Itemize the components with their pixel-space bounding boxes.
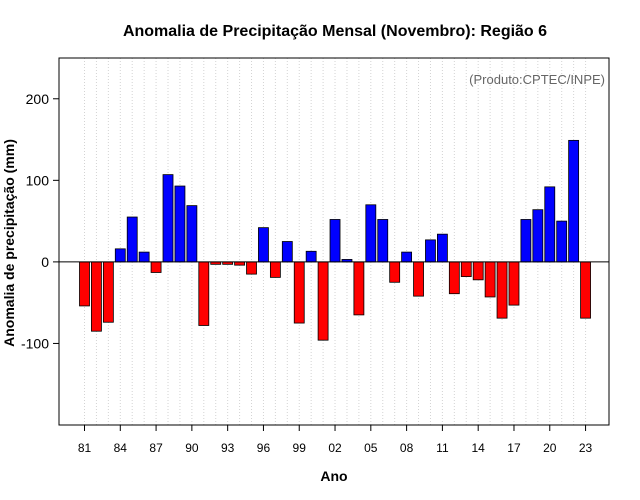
bar-07: [390, 262, 400, 282]
bar-95: [247, 262, 257, 274]
bar-22: [569, 140, 579, 262]
bar-96: [258, 228, 268, 262]
x-tick-label-23: 23: [579, 441, 593, 455]
x-tick-label-93: 93: [221, 441, 235, 455]
bar-12: [449, 262, 459, 294]
y-axis: -100 0 100 200: [21, 91, 59, 352]
x-axis-label: Ano: [320, 468, 347, 484]
x-tick-label-99: 99: [293, 441, 307, 455]
x-tick-label-14: 14: [472, 441, 486, 455]
bar-01: [318, 262, 328, 340]
bar-19: [533, 210, 543, 262]
bar-10: [425, 240, 435, 262]
x-tick-label-17: 17: [507, 441, 521, 455]
bar-99: [294, 262, 304, 323]
bar-11: [437, 234, 447, 262]
bar-06: [378, 219, 388, 261]
x-tick-label-96: 96: [257, 441, 271, 455]
chart-title: Anomalia de Precipitação Mensal (Novembr…: [123, 23, 547, 40]
bar-87: [151, 262, 161, 273]
bar-85: [127, 217, 137, 262]
bar-05: [366, 205, 376, 262]
x-tick-label-20: 20: [543, 441, 557, 455]
bar-89: [175, 186, 185, 262]
product-credit: (Produto:CPTEC/INPE): [469, 72, 605, 87]
bar-21: [557, 221, 567, 262]
bar-82: [91, 262, 101, 331]
x-tick-label-08: 08: [400, 441, 414, 455]
bar-23: [581, 262, 591, 318]
bar-81: [80, 262, 90, 306]
bar-14: [473, 262, 483, 280]
bar-97: [270, 262, 280, 278]
bar-91: [199, 262, 209, 326]
bar-84: [115, 249, 125, 262]
bar-18: [521, 219, 531, 261]
x-tick-label-02: 02: [328, 441, 342, 455]
bar-16: [497, 262, 507, 318]
x-tick-label-81: 81: [78, 441, 92, 455]
bar-15: [485, 262, 495, 297]
bar-20: [545, 187, 555, 262]
y-tick-label-0: 0: [41, 254, 49, 270]
y-tick-label-100: 100: [26, 172, 50, 188]
x-axis: 81 84 87 90 93 96 99 02 05 08 11 14 17 20 23: [78, 425, 593, 455]
bar-90: [187, 206, 197, 262]
x-tick-label-90: 90: [185, 441, 199, 455]
x-tick-label-05: 05: [364, 441, 378, 455]
bar-86: [139, 252, 149, 262]
x-tick-label-87: 87: [149, 441, 163, 455]
bar-09: [414, 262, 424, 296]
bar-08: [402, 252, 412, 262]
anomaly-bar-chart: -100 0 100 200 81 84 87 90 93 96 99 02 05 08 11 14 17 20…: [0, 0, 640, 500]
bar-83: [103, 262, 113, 322]
x-tick-label-11: 11: [436, 441, 449, 455]
bar-98: [282, 242, 292, 262]
bar-04: [354, 262, 364, 315]
bar-13: [461, 262, 471, 277]
bar-02: [330, 219, 340, 261]
y-tick-label-200: 200: [26, 91, 50, 107]
x-tick-label-84: 84: [114, 441, 128, 455]
y-axis-label: Anomalia de precipitação (mm): [1, 139, 17, 347]
bar-88: [163, 175, 173, 262]
bar-17: [509, 262, 519, 305]
y-tick-label--100: -100: [21, 335, 49, 351]
bar-00: [306, 251, 316, 262]
